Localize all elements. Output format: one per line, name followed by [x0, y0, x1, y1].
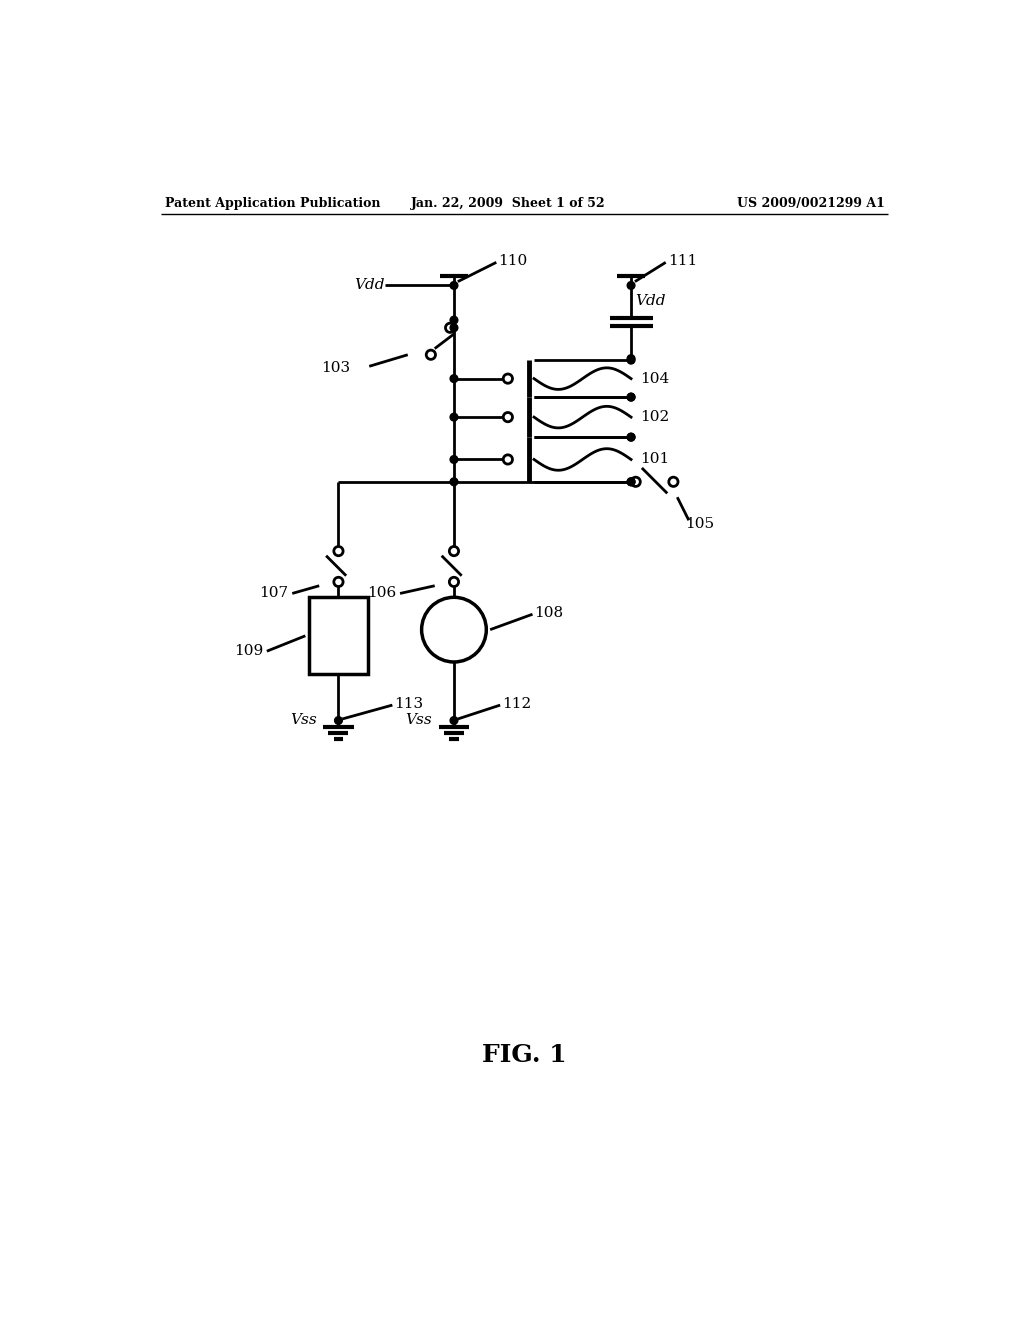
- Text: FIG. 1: FIG. 1: [482, 1043, 567, 1068]
- Circle shape: [451, 478, 458, 486]
- Circle shape: [451, 317, 458, 323]
- Circle shape: [335, 717, 342, 725]
- Text: 103: 103: [322, 360, 350, 375]
- Text: 105: 105: [685, 517, 714, 531]
- Text: 113: 113: [394, 697, 423, 710]
- Text: 111: 111: [668, 253, 697, 268]
- Circle shape: [628, 478, 635, 486]
- Circle shape: [503, 413, 512, 422]
- Text: Vdd: Vdd: [354, 279, 384, 293]
- Circle shape: [628, 478, 635, 486]
- Circle shape: [628, 393, 635, 401]
- Text: 106: 106: [367, 586, 396, 601]
- Circle shape: [451, 375, 458, 383]
- Text: US 2009/0021299 A1: US 2009/0021299 A1: [737, 197, 885, 210]
- Circle shape: [450, 546, 459, 556]
- Circle shape: [334, 546, 343, 556]
- Text: 104: 104: [640, 372, 670, 385]
- Circle shape: [334, 577, 343, 586]
- Circle shape: [628, 355, 635, 363]
- Circle shape: [445, 323, 455, 333]
- Text: 110: 110: [499, 253, 527, 268]
- Circle shape: [422, 597, 486, 663]
- Circle shape: [451, 413, 458, 421]
- Text: 108: 108: [535, 606, 563, 619]
- Text: 112: 112: [502, 697, 531, 710]
- Text: 109: 109: [233, 644, 263, 659]
- Text: 102: 102: [640, 411, 670, 424]
- Circle shape: [426, 350, 435, 359]
- Text: 101: 101: [640, 453, 670, 466]
- Circle shape: [628, 281, 635, 289]
- Circle shape: [631, 478, 640, 487]
- Circle shape: [669, 478, 678, 487]
- Circle shape: [503, 374, 512, 383]
- Circle shape: [503, 455, 512, 465]
- Circle shape: [628, 356, 635, 364]
- Circle shape: [451, 717, 458, 725]
- Text: Patent Application Publication: Patent Application Publication: [165, 197, 381, 210]
- Text: 107: 107: [259, 586, 289, 601]
- Circle shape: [628, 433, 635, 441]
- Circle shape: [451, 281, 458, 289]
- Circle shape: [628, 433, 635, 441]
- Circle shape: [451, 323, 458, 331]
- Text: Vss: Vss: [290, 714, 316, 727]
- Bar: [309, 597, 368, 675]
- Circle shape: [450, 577, 459, 586]
- Text: Vdd: Vdd: [635, 294, 666, 308]
- Text: Vss: Vss: [406, 714, 432, 727]
- Text: Jan. 22, 2009  Sheet 1 of 52: Jan. 22, 2009 Sheet 1 of 52: [411, 197, 605, 210]
- Circle shape: [628, 393, 635, 401]
- Circle shape: [451, 455, 458, 463]
